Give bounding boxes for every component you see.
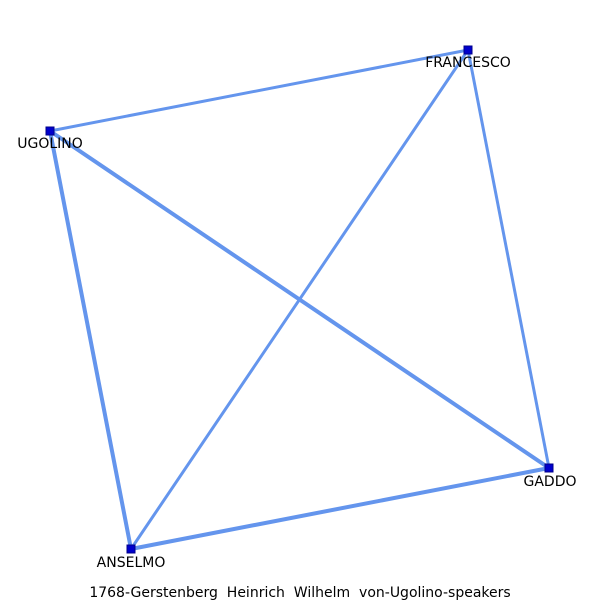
node-label-ugolino: UGOLINO [17, 136, 83, 152]
node-anselmo [126, 544, 136, 554]
edge-ugolino-gaddo [48, 129, 551, 470]
edge-francesco-gaddo [466, 48, 551, 470]
node-ugolino [45, 126, 55, 136]
edge-ugolino-anselmo [48, 129, 133, 551]
node-francesco [463, 45, 473, 55]
node-gaddo [544, 463, 554, 473]
nodes-layer [45, 45, 554, 554]
node-label-anselmo: ANSELMO [97, 555, 166, 571]
edges-layer [48, 48, 551, 551]
diagram-caption: 1768-Gerstenberg Heinrich Wilhelm von-Ug… [89, 585, 510, 600]
edge-ugolino-francesco [48, 48, 470, 133]
edge-anselmo-gaddo [129, 466, 551, 551]
node-label-gaddo: GADDO [523, 474, 576, 490]
labels-layer: FRANCESCO UGOLINO GADDO ANSELMO [17, 55, 576, 571]
node-label-francesco: FRANCESCO [425, 55, 511, 71]
